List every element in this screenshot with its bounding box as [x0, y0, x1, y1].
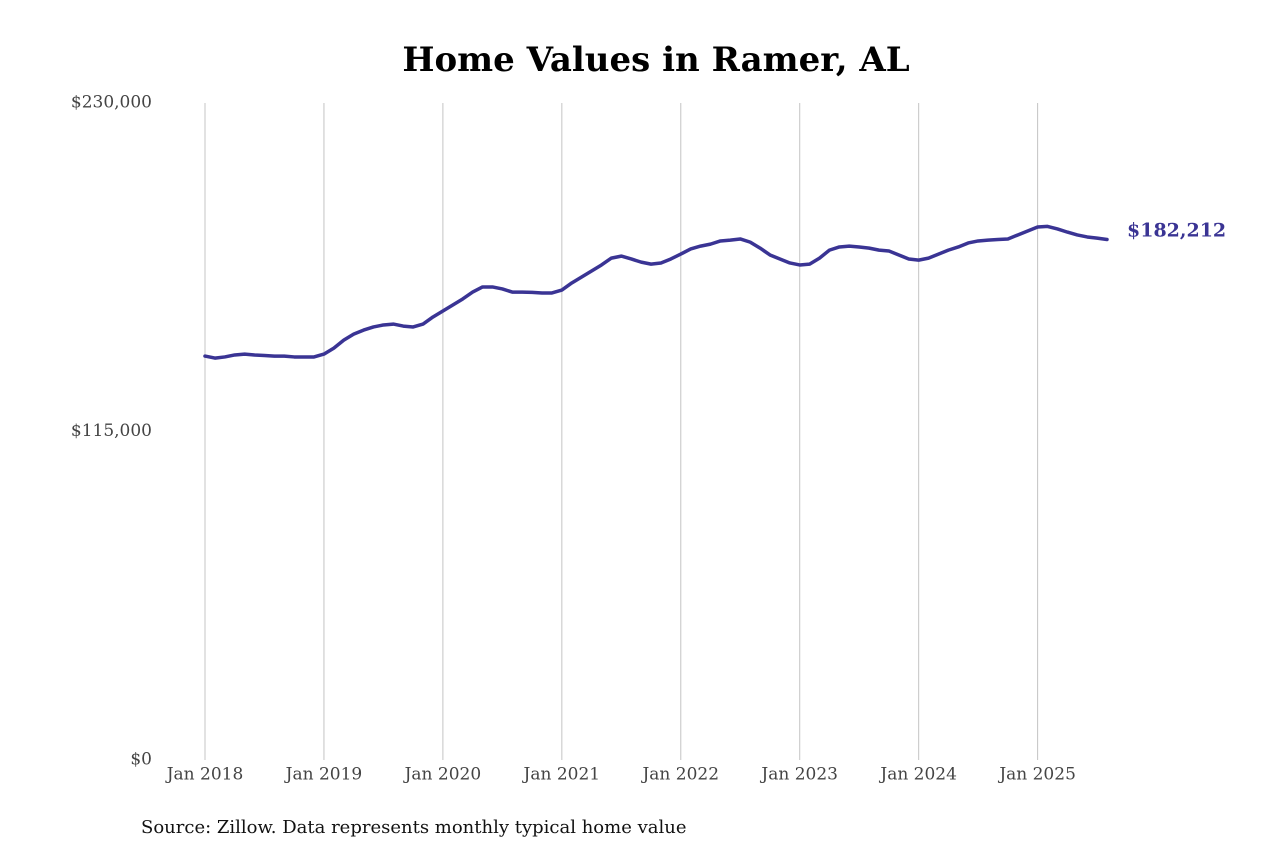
chart-title: Home Values in Ramer, AL	[402, 40, 909, 80]
x-tick-label: Jan 2020	[403, 765, 482, 785]
line-series	[203, 224, 1109, 360]
x-tick-label: Jan 2025	[997, 765, 1076, 785]
y-tick-label: $230,000	[71, 93, 152, 113]
y-tick-label: $115,000	[71, 421, 152, 441]
x-tick-label: Jan 2023	[759, 765, 838, 785]
end-value-label: $182,212	[1127, 220, 1226, 242]
x-tick-label: Jan 2022	[640, 765, 719, 785]
source-note: Source: Zillow. Data represents monthly …	[141, 817, 687, 838]
x-tick-label: Jan 2018	[165, 765, 244, 785]
x-tick-label: Jan 2021	[522, 765, 601, 785]
x-tick-label: Jan 2024	[878, 765, 957, 785]
x-tick-label: Jan 2019	[284, 765, 363, 785]
y-tick-label: $0	[130, 750, 152, 770]
